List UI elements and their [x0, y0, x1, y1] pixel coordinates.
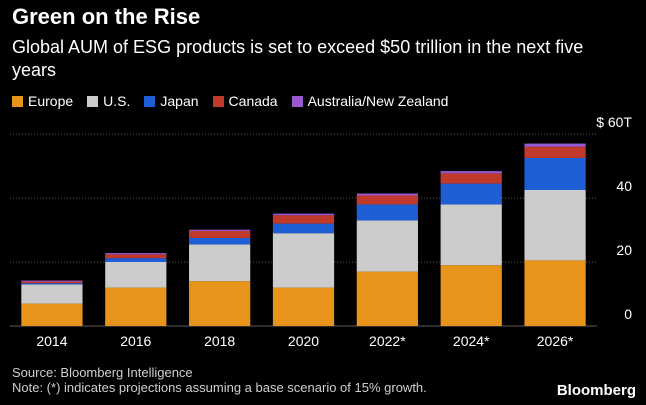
bloomberg-logo: Bloomberg	[556, 382, 636, 399]
bar-segment	[524, 158, 586, 190]
legend-item-europe: Europe	[12, 93, 73, 109]
legend-item-us: U.S.	[87, 93, 130, 109]
bar-segment	[272, 233, 335, 288]
bar-segment	[524, 190, 586, 261]
y-tick-label: 0	[624, 306, 632, 322]
bar-segment	[21, 280, 83, 282]
legend-swatch-canada	[212, 95, 224, 107]
bar-segment	[272, 213, 335, 216]
bar-segment	[356, 220, 418, 272]
bar-segment	[21, 303, 83, 326]
bar-segment	[356, 271, 418, 326]
y-tick-label: $ 60T	[596, 114, 632, 130]
bar-segment	[524, 260, 586, 326]
x-tick-label: 2024*	[453, 333, 490, 349]
legend-label-canada: Canada	[228, 93, 278, 109]
bar-segment	[440, 173, 502, 184]
bar-segment	[189, 229, 251, 231]
bar-segment	[524, 143, 586, 147]
x-tick-label: 2016	[120, 333, 151, 349]
bar-segment	[105, 254, 167, 259]
bar-segment	[440, 265, 502, 326]
bar-segment	[272, 287, 335, 326]
bar-segment	[524, 146, 586, 158]
bar-segment	[440, 204, 502, 266]
bar-segment	[21, 283, 83, 285]
x-tick-label: 2022*	[369, 333, 406, 349]
bar-segment	[21, 281, 83, 284]
x-tick-label: 2018	[204, 333, 235, 349]
legend-swatch-europe	[12, 95, 23, 107]
legend-swatch-us	[87, 95, 99, 107]
bar-segment	[356, 193, 418, 196]
legend: Europe U.S. Japan Canada Australia/New Z…	[12, 93, 448, 109]
bar-segment	[189, 238, 251, 245]
bar-segment	[356, 195, 418, 205]
bar-segment	[105, 253, 167, 255]
legend-swatch-australia-nz	[291, 95, 303, 107]
bar-segment	[189, 281, 251, 326]
bar-segment	[189, 230, 251, 238]
chart-title: Green on the Rise	[12, 4, 201, 29]
bar-segment	[440, 171, 502, 174]
bar-segment	[356, 204, 418, 221]
x-tick-label: 2026*	[537, 333, 574, 349]
bar-segment	[272, 223, 335, 234]
y-tick-label: 20	[616, 242, 632, 258]
x-tick-label: 2020	[288, 333, 319, 349]
legend-label-europe: Europe	[28, 93, 74, 109]
projection-note: Note: (*) indicates projections assuming…	[12, 380, 427, 395]
legend-swatch-japan	[144, 95, 156, 107]
bar-segment	[189, 244, 251, 282]
bar-segment	[105, 287, 167, 326]
legend-item-canada: Canada	[212, 93, 278, 109]
bar-segment	[105, 262, 167, 288]
bar-segment	[272, 215, 335, 224]
bar-segment	[105, 258, 167, 262]
y-tick-label: 40	[616, 178, 632, 194]
bar-segment	[21, 284, 83, 304]
legend-label-japan: Japan	[160, 93, 199, 109]
source-note: Source: Bloomberg Intelligence	[12, 365, 193, 380]
legend-item-japan: Japan	[144, 93, 199, 109]
legend-item-australia-nz: Australia/New Zealand	[291, 93, 449, 109]
legend-label-us: U.S.	[103, 93, 131, 109]
chart-subtitle: Global AUM of ESG products is set to exc…	[12, 37, 584, 80]
bar-segment	[440, 183, 502, 205]
legend-label-australia-nz: Australia/New Zealand	[307, 93, 449, 109]
x-tick-label: 2014	[36, 333, 67, 349]
